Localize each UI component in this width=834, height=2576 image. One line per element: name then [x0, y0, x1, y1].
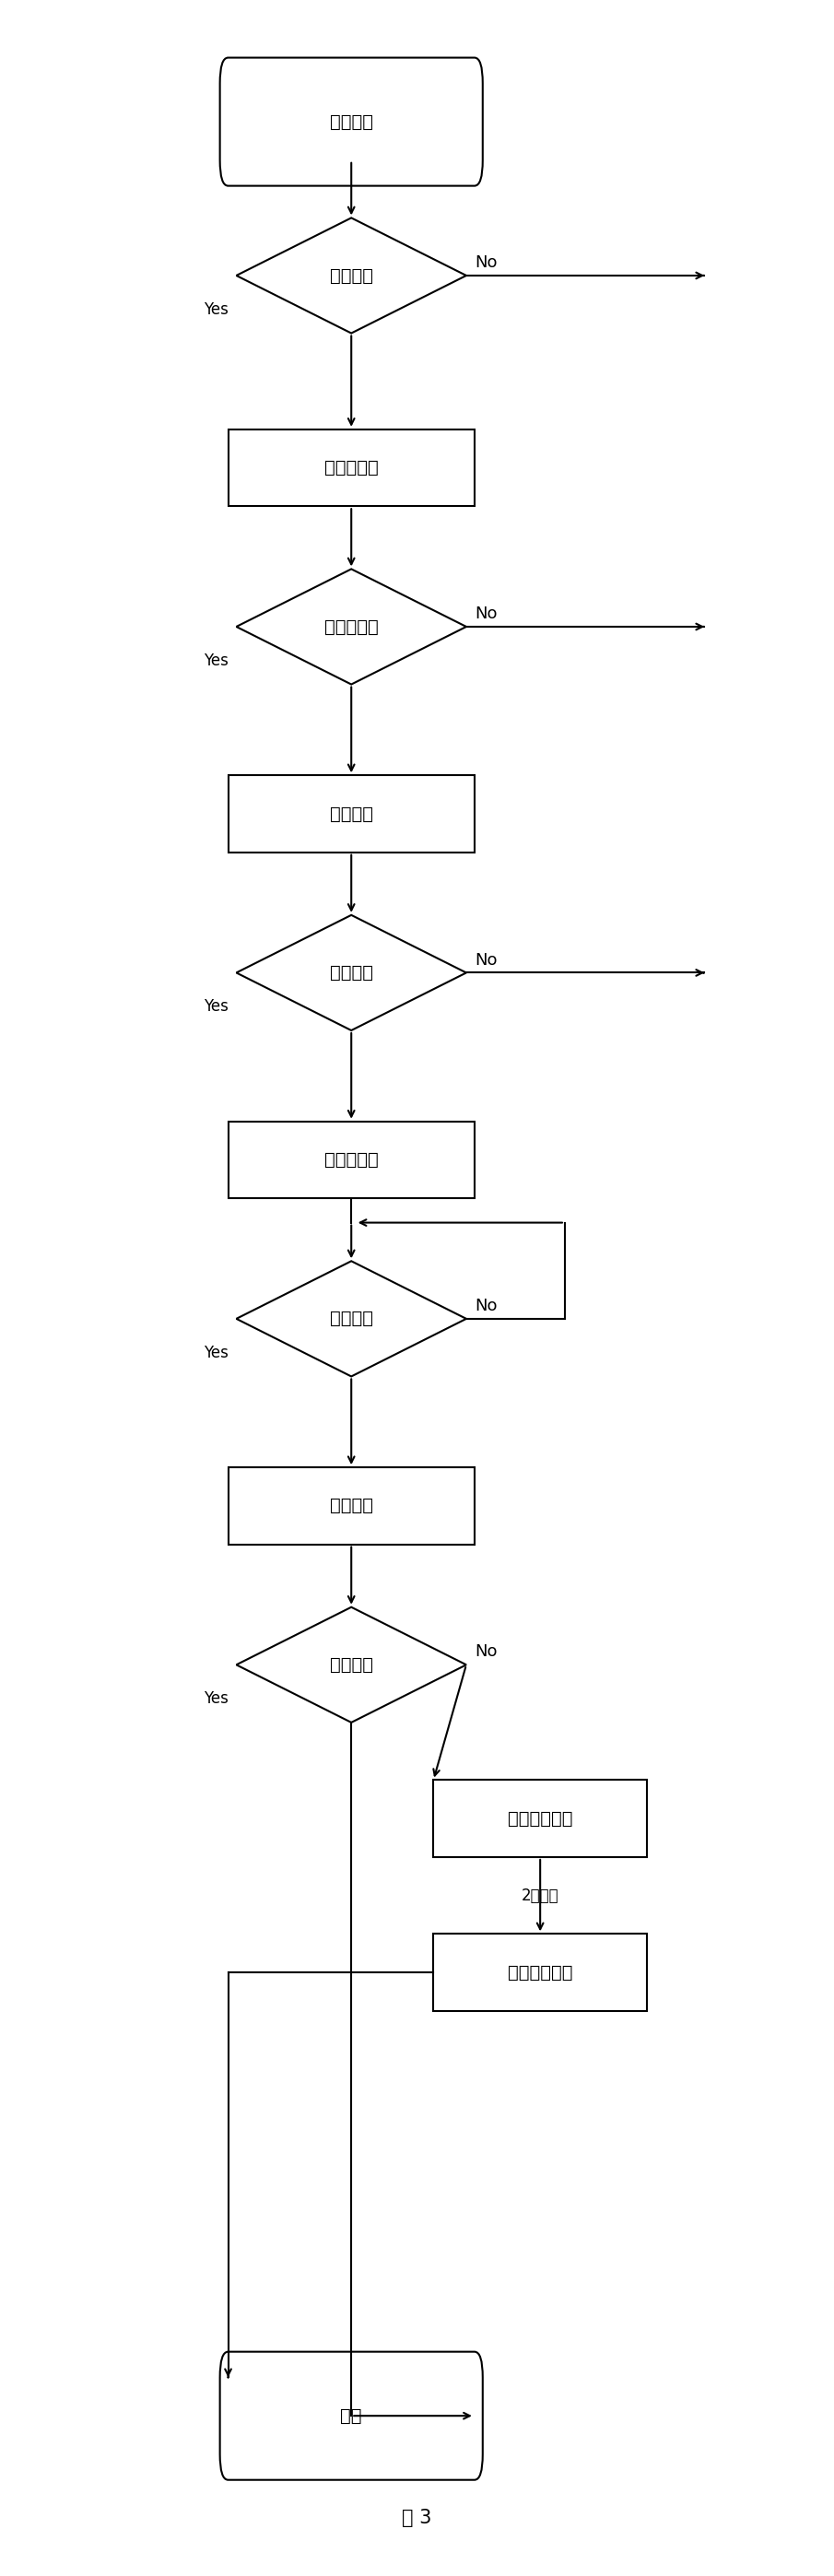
Text: 结束: 结束: [340, 2406, 362, 2424]
Text: 启动计时器: 启动计时器: [324, 1151, 379, 1170]
Text: No: No: [475, 605, 497, 623]
Text: Yes: Yes: [203, 1690, 229, 1708]
Bar: [434, 1935, 647, 2012]
Text: 煤气阀开: 煤气阀开: [329, 1656, 373, 1674]
Text: 2秒钟后: 2秒钟后: [521, 1888, 559, 1904]
Text: 煤气阀开: 煤气阀开: [329, 1497, 373, 1515]
Polygon shape: [236, 569, 466, 685]
Text: 空气阀开: 空气阀开: [329, 963, 373, 981]
Text: 计时结束: 计时结束: [329, 1311, 373, 1327]
FancyBboxPatch shape: [220, 2352, 483, 2481]
Bar: [229, 775, 475, 853]
Text: 烟气阀关闭: 烟气阀关闭: [324, 618, 379, 636]
Text: 空气阀开: 空气阀开: [329, 806, 373, 822]
Bar: [229, 1121, 475, 1198]
Polygon shape: [236, 914, 466, 1030]
Text: Yes: Yes: [203, 999, 229, 1015]
Text: 煤气阀关指令: 煤气阀关指令: [508, 1811, 573, 1826]
Text: No: No: [475, 951, 497, 969]
Bar: [434, 1780, 647, 1857]
Text: Yes: Yes: [203, 1345, 229, 1360]
Text: No: No: [475, 1643, 497, 1662]
Polygon shape: [236, 1607, 466, 1723]
Text: 图 3: 图 3: [402, 2509, 432, 2527]
Text: Yes: Yes: [203, 652, 229, 670]
Polygon shape: [236, 219, 466, 332]
Text: No: No: [475, 255, 497, 270]
Text: 烧嘴使用: 烧嘴使用: [329, 268, 373, 283]
FancyBboxPatch shape: [220, 57, 483, 185]
Text: Yes: Yes: [203, 301, 229, 317]
Text: 空气阀关指令: 空气阀关指令: [508, 1963, 573, 1981]
Polygon shape: [236, 1262, 466, 1376]
Text: No: No: [475, 1298, 497, 1314]
Text: 燃烧启动: 燃烧启动: [329, 113, 373, 131]
Bar: [229, 1468, 475, 1546]
Bar: [229, 430, 475, 507]
Text: 烟气阀关闭: 烟气阀关闭: [324, 459, 379, 477]
